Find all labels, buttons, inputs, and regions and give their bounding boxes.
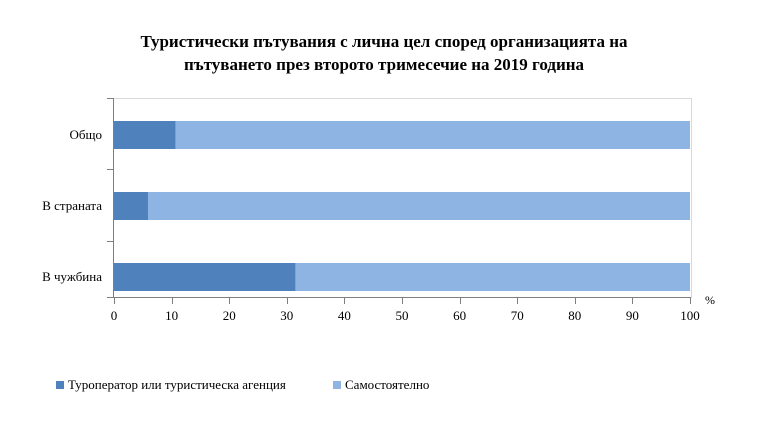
y-tick-label-2: В чужбина [42,269,102,284]
chart-title-line-1: Туристически пътувания с лична цел споре… [140,32,628,51]
x-axis-unit: % [705,293,715,307]
legend-item-tour-operator: Туроператор или туристическа агенция [56,377,286,393]
x-tick-label: 50 [396,308,409,323]
bar-independent-1 [147,192,690,220]
legend-swatch-independent [333,381,341,389]
y-tick-label-1: В страната [42,198,102,213]
x-tick-label: 0 [111,308,118,323]
legend-label-independent: Самостоятелно [345,377,430,392]
bar-independent-2 [295,263,690,291]
x-tick-label: 10 [165,308,178,323]
legend-label-tour-operator: Туроператор или туристическа агенция [68,377,286,392]
chart-title: Туристически пътувания с лична цел споре… [0,30,768,76]
bar-tour-operator-2 [114,263,296,291]
bar-tour-operator-0 [114,121,176,149]
x-tick-label: 100 [680,308,700,323]
legend-swatch-tour-operator [56,381,64,389]
x-tick-label: 20 [223,308,236,323]
chart-title-line-2: пътуването през второто тримесечие на 20… [183,55,585,74]
x-tick-label: 60 [453,308,466,323]
bar-tour-operator-1 [114,192,148,220]
y-tick-label-0: Общо [69,127,102,142]
x-tick-label: 70 [511,308,524,323]
legend-item-independent: Самостоятелно [333,377,429,393]
x-tick-label: 80 [568,308,581,323]
x-tick-label: 30 [280,308,293,323]
bar-independent-0 [175,121,690,149]
x-tick-label: 90 [626,308,639,323]
x-tick-label: 40 [338,308,351,323]
